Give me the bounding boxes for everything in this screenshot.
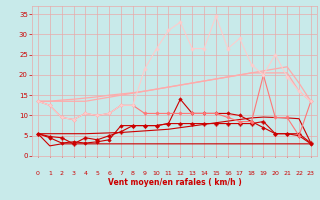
X-axis label: Vent moyen/en rafales ( km/h ): Vent moyen/en rafales ( km/h )	[108, 178, 241, 187]
